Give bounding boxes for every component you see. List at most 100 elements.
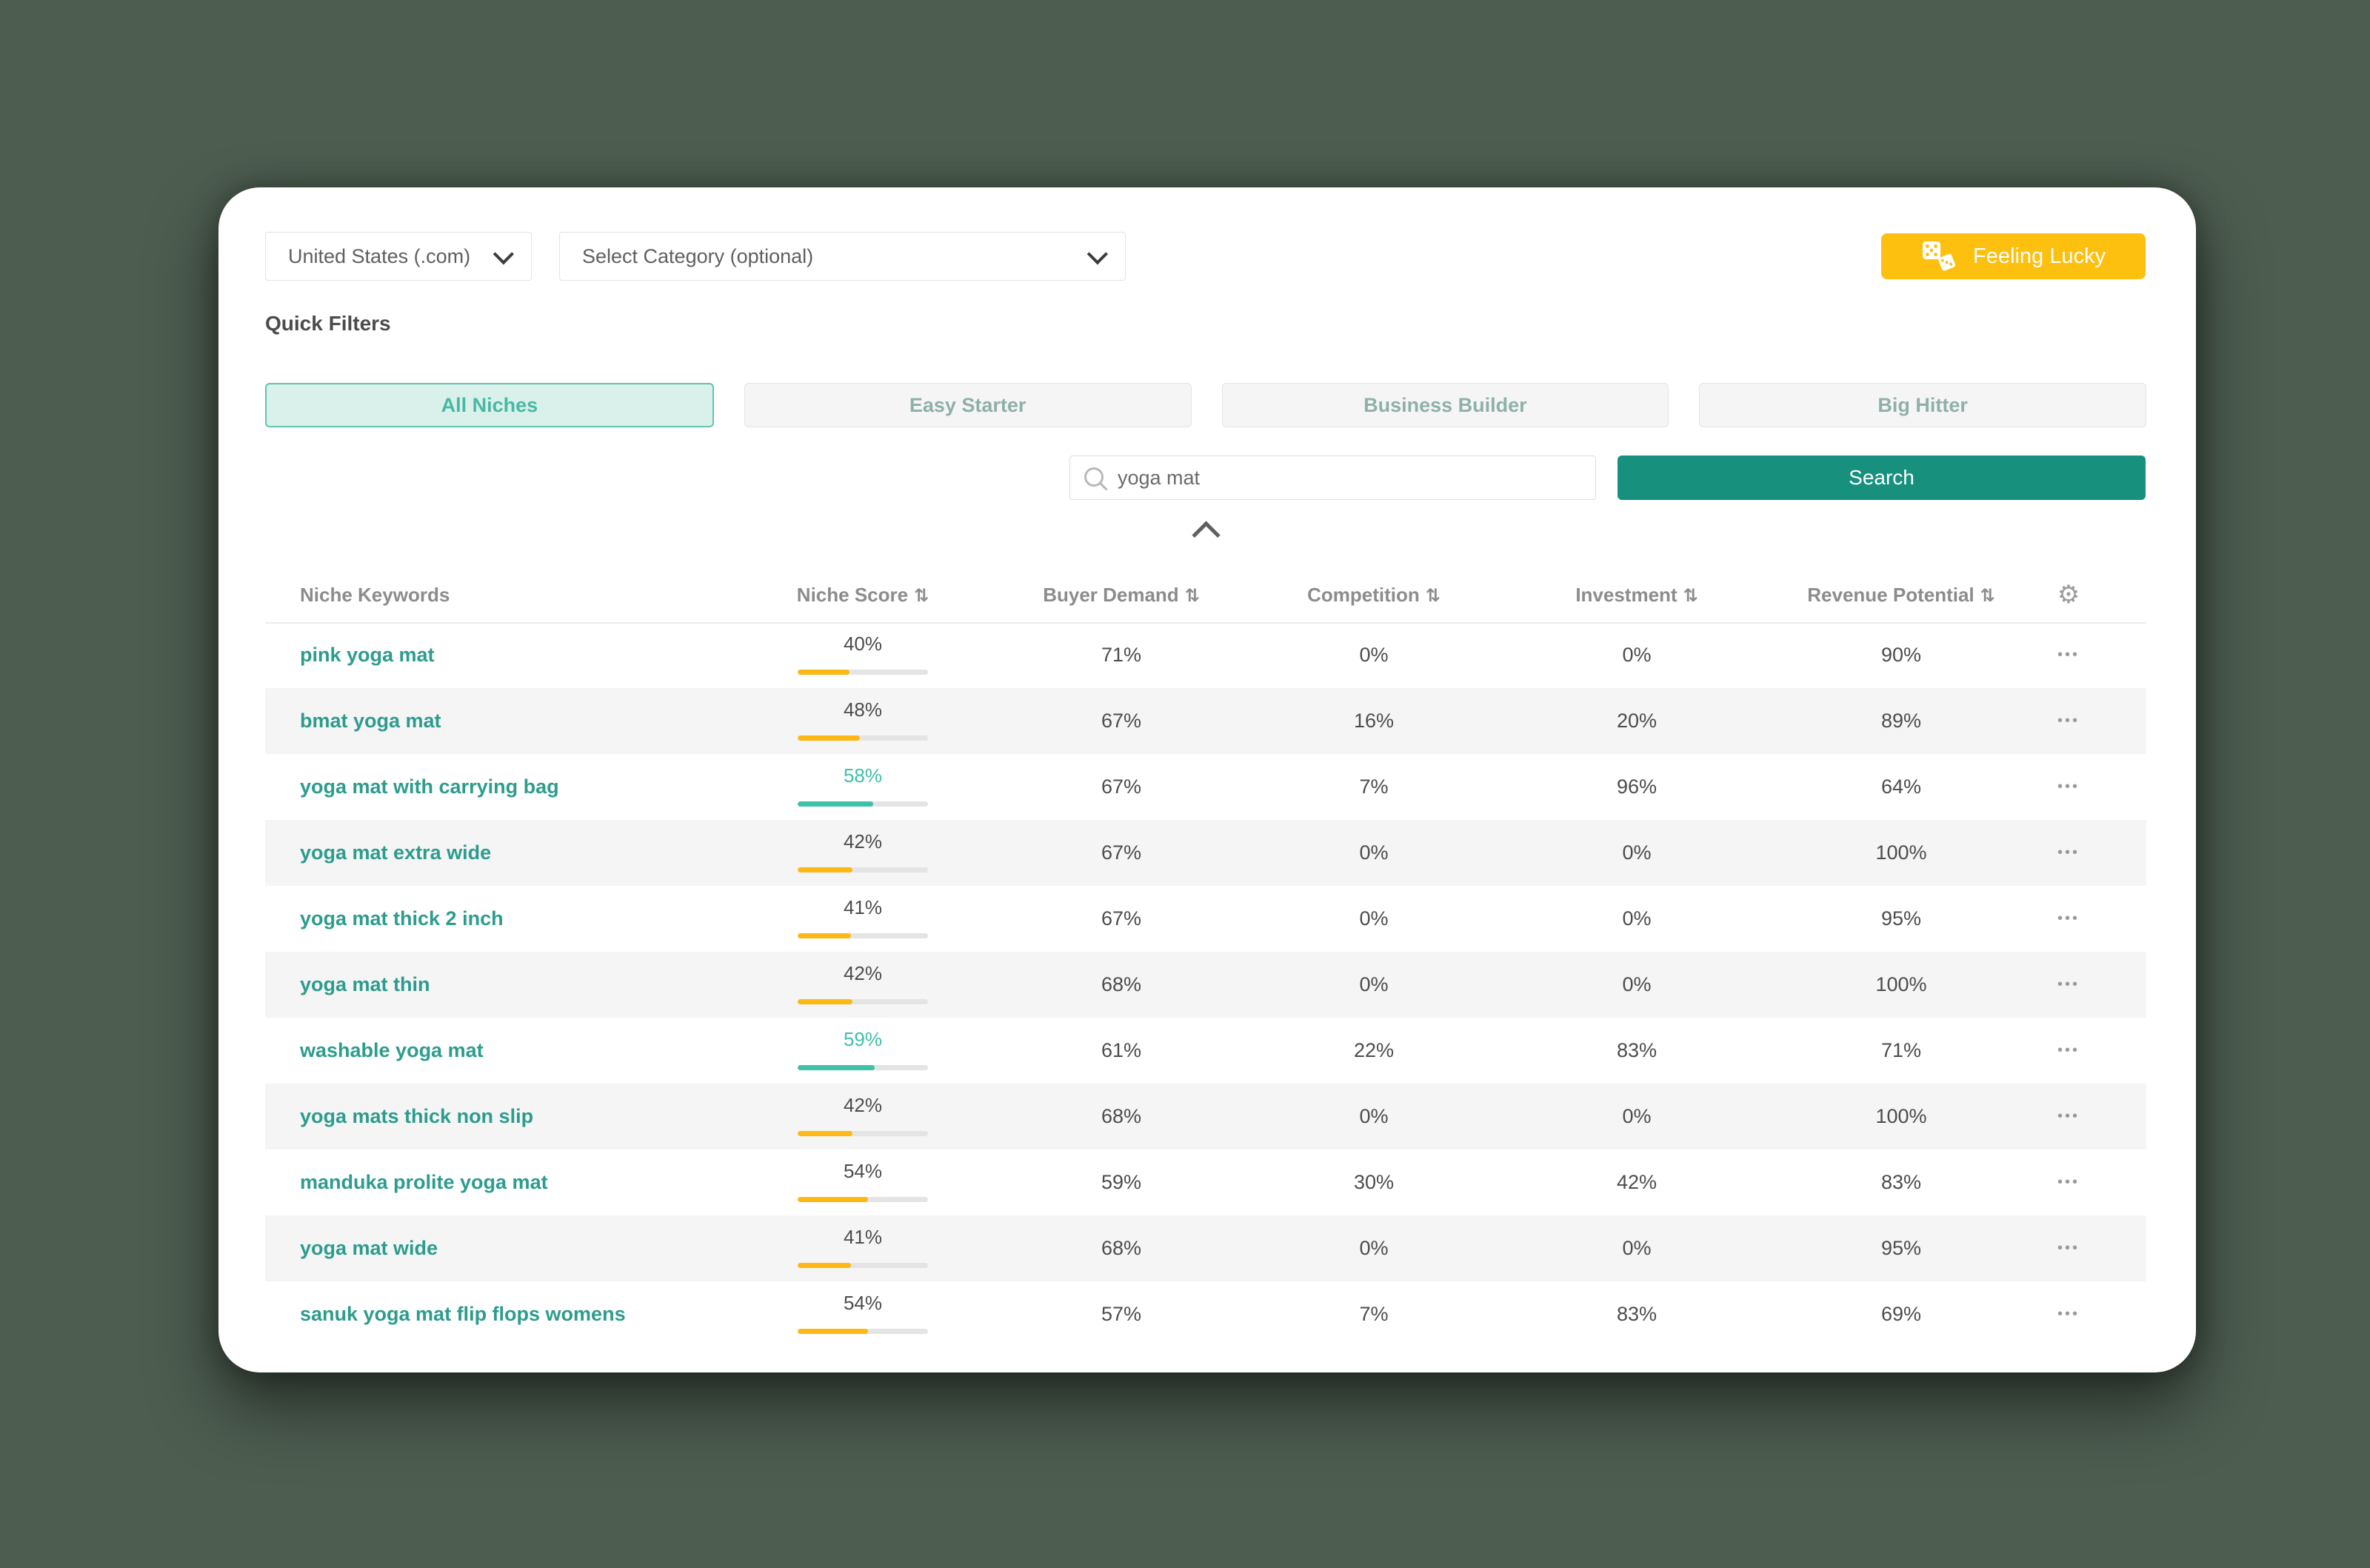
- niche-score-cell: 58%: [798, 754, 928, 820]
- niche-score-bar-fill: [798, 735, 861, 741]
- investment-value: 0%: [1622, 907, 1652, 930]
- niche-score-bar-track: [798, 1065, 928, 1070]
- competition-value: 0%: [1359, 1105, 1389, 1127]
- row-menu-button[interactable]: •••: [2057, 713, 2080, 729]
- niche-score-cell: 54%: [798, 1281, 928, 1347]
- buyer-demand-value: 68%: [1101, 1237, 1142, 1259]
- column-investment[interactable]: Investment ⇅: [1575, 584, 1698, 606]
- column-niche-score[interactable]: Niche Score ⇅: [796, 584, 929, 606]
- search-field-wrap: [1069, 456, 1596, 500]
- competition-value: 0%: [1359, 644, 1389, 666]
- sort-icon[interactable]: ⇅: [1184, 585, 1200, 606]
- column-buyer-demand[interactable]: Buyer Demand ⇅: [1043, 584, 1200, 606]
- keyword-link[interactable]: yoga mat with carrying bag: [300, 775, 559, 798]
- niche-score-bar-fill: [798, 1065, 875, 1070]
- table-row: yoga mat wide 41% 68% 0% 0% 95% •••: [265, 1215, 2146, 1281]
- niche-score-bar-fill: [798, 801, 874, 807]
- table-row: yoga mat extra wide 42% 67% 0% 0% 100% •…: [265, 820, 2146, 886]
- buyer-demand-value: 68%: [1101, 973, 1142, 995]
- keyword-link[interactable]: yoga mat extra wide: [300, 841, 492, 864]
- search-button[interactable]: Search: [1618, 456, 2146, 500]
- sort-icon[interactable]: ⇅: [1683, 585, 1698, 606]
- gear-icon[interactable]: ⚙: [2057, 580, 2080, 610]
- niche-score-cell: 42%: [798, 952, 928, 1018]
- keyword-link[interactable]: yoga mat thick 2 inch: [300, 907, 504, 930]
- revenue-potential-value: 100%: [1875, 841, 1927, 864]
- row-menu-button[interactable]: •••: [2057, 1306, 2080, 1322]
- buyer-demand-value: 67%: [1101, 907, 1142, 930]
- revenue-potential-value: 71%: [1880, 1039, 1922, 1061]
- niche-score-value: 40%: [843, 633, 883, 655]
- row-menu-button[interactable]: •••: [2057, 1042, 2080, 1058]
- niche-score-cell: 48%: [798, 688, 928, 754]
- filter-big-hitter[interactable]: Big Hitter: [1699, 383, 2146, 427]
- keyword-link[interactable]: bmat yoga mat: [300, 710, 441, 732]
- dice-icon: [1921, 240, 1960, 273]
- table-header: Niche Keywords Niche Score ⇅ Buyer Demand…: [265, 573, 2146, 624]
- keyword-link[interactable]: yoga mats thick non slip: [300, 1105, 534, 1127]
- collapse-chevron-up-icon[interactable]: [1190, 522, 1224, 541]
- investment-value: 42%: [1616, 1171, 1658, 1193]
- niche-score-value: 54%: [843, 1292, 883, 1314]
- competition-value: 30%: [1353, 1171, 1395, 1193]
- row-menu-button[interactable]: •••: [2057, 844, 2080, 861]
- sort-icon[interactable]: ⇅: [914, 585, 929, 606]
- niche-score-bar-fill: [798, 933, 852, 938]
- column-competition[interactable]: Competition ⇅: [1307, 584, 1441, 606]
- niche-score-bar-track: [798, 670, 928, 675]
- row-menu-button[interactable]: •••: [2057, 1174, 2080, 1190]
- table-row: yoga mat thin 42% 68% 0% 0% 100% •••: [265, 952, 2146, 1018]
- keyword-link[interactable]: manduka prolite yoga mat: [300, 1171, 548, 1193]
- niche-score-bar-track: [798, 933, 928, 938]
- search-input[interactable]: [1069, 456, 1596, 500]
- buyer-demand-value: 71%: [1101, 644, 1142, 666]
- revenue-potential-value: 100%: [1875, 973, 1927, 995]
- filter-business-builder[interactable]: Business Builder: [1221, 383, 1669, 427]
- niche-score-cell: 40%: [798, 622, 928, 688]
- category-select[interactable]: Select Category (optional): [559, 232, 1126, 281]
- table-row: sanuk yoga mat flip flops womens 54% 57%…: [265, 1281, 2146, 1347]
- row-menu-button[interactable]: •••: [2057, 778, 2080, 795]
- niche-score-value: 42%: [843, 962, 883, 984]
- keyword-link[interactable]: yoga mat wide: [300, 1237, 438, 1259]
- investment-value: 0%: [1622, 841, 1652, 864]
- niche-score-cell: 42%: [798, 1084, 928, 1150]
- niche-score-cell: 41%: [798, 886, 928, 952]
- country-select-value: United States (.com): [288, 244, 471, 267]
- filter-easy-starter[interactable]: Easy Starter: [744, 383, 1192, 427]
- country-select[interactable]: United States (.com): [265, 232, 532, 281]
- niche-score-bar-track: [798, 735, 928, 741]
- row-menu-button[interactable]: •••: [2057, 910, 2080, 927]
- category-select-placeholder: Select Category (optional): [582, 244, 814, 267]
- table-row: pink yoga mat 40% 71% 0% 0% 90% •••: [265, 622, 2146, 688]
- niche-score-bar-fill: [798, 1197, 869, 1202]
- row-menu-button[interactable]: •••: [2057, 976, 2080, 992]
- competition-value: 0%: [1359, 1237, 1389, 1259]
- quick-filters-row: All Niches Easy Starter Business Builder…: [265, 383, 2146, 427]
- buyer-demand-value: 61%: [1101, 1039, 1142, 1061]
- row-menu-button[interactable]: •••: [2057, 647, 2080, 663]
- buyer-demand-value: 59%: [1101, 1171, 1142, 1193]
- keyword-link[interactable]: pink yoga mat: [300, 644, 435, 666]
- keyword-link[interactable]: sanuk yoga mat flip flops womens: [300, 1303, 626, 1325]
- sort-icon[interactable]: ⇅: [1425, 585, 1441, 606]
- keyword-link[interactable]: yoga mat thin: [300, 973, 430, 995]
- revenue-potential-value: 90%: [1880, 644, 1922, 666]
- feeling-lucky-label: Feeling Lucky: [1973, 244, 2106, 268]
- sort-icon[interactable]: ⇅: [1980, 585, 1995, 606]
- feeling-lucky-button[interactable]: Feeling Lucky: [1881, 233, 2146, 279]
- keyword-link[interactable]: washable yoga mat: [300, 1039, 484, 1061]
- niche-score-bar-fill: [798, 670, 850, 675]
- row-menu-button[interactable]: •••: [2057, 1240, 2080, 1256]
- filter-all-niches[interactable]: All Niches: [265, 383, 714, 427]
- revenue-potential-value: 100%: [1875, 1105, 1927, 1127]
- investment-value: 96%: [1616, 775, 1658, 798]
- competition-value: 22%: [1353, 1039, 1395, 1061]
- row-menu-button[interactable]: •••: [2057, 1108, 2080, 1124]
- table-row: manduka prolite yoga mat 54% 59% 30% 42%…: [265, 1150, 2146, 1215]
- buyer-demand-value: 67%: [1101, 841, 1142, 864]
- investment-value: 0%: [1622, 1105, 1652, 1127]
- column-revenue-potential[interactable]: Revenue Potential ⇅: [1807, 584, 1995, 606]
- column-niche-keywords: Niche Keywords: [300, 584, 450, 606]
